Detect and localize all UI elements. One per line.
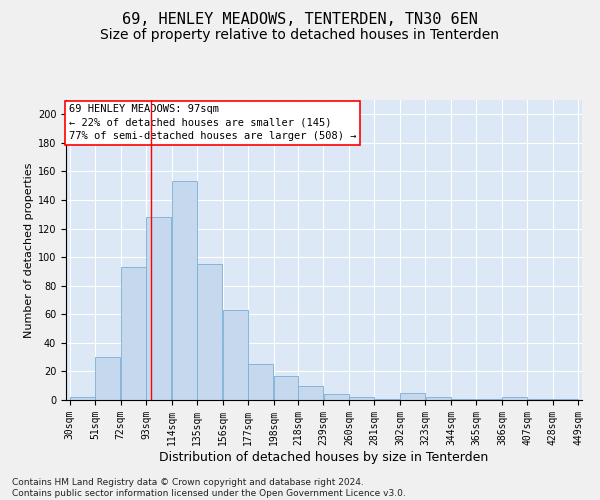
Bar (172, 182, 197, 400)
Bar (121, 267, 146, 400)
Bar (95, 357, 121, 400)
Text: 69, HENLEY MEADOWS, TENTERDEN, TN30 6EN: 69, HENLEY MEADOWS, TENTERDEN, TN30 6EN (122, 12, 478, 28)
Bar (502, 397, 527, 400)
Bar (223, 310, 248, 400)
Bar (298, 386, 323, 400)
Bar (274, 376, 298, 400)
Bar (349, 397, 374, 400)
Text: Contains HM Land Registry data © Crown copyright and database right 2024.
Contai: Contains HM Land Registry data © Crown c… (12, 478, 406, 498)
Bar (374, 398, 400, 400)
Bar (323, 394, 349, 400)
Bar (476, 398, 502, 400)
Text: 69 HENLEY MEADOWS: 97sqm
← 22% of detached houses are smaller (145)
77% of semi-: 69 HENLEY MEADOWS: 97sqm ← 22% of detach… (68, 104, 356, 141)
Bar (146, 217, 172, 400)
Bar (70, 397, 95, 400)
Bar (197, 264, 223, 400)
Bar (400, 393, 425, 400)
Bar (553, 398, 578, 400)
Bar (248, 364, 274, 400)
Bar (425, 397, 451, 400)
Bar (527, 398, 553, 400)
Y-axis label: Number of detached properties: Number of detached properties (23, 162, 34, 338)
X-axis label: Distribution of detached houses by size in Tenterden: Distribution of detached houses by size … (160, 450, 488, 464)
Text: Size of property relative to detached houses in Tenterden: Size of property relative to detached ho… (101, 28, 499, 42)
Bar (451, 398, 476, 400)
